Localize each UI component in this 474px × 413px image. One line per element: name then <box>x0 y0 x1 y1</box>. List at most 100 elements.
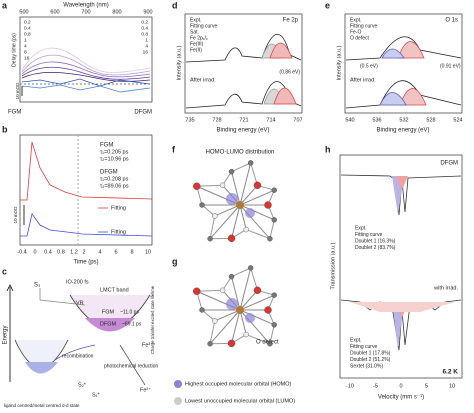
legend-entry: Fe(II) <box>190 47 202 53</box>
axis-title: Intensity (a.u.) <box>176 45 182 80</box>
annotation: 6.2 K <box>442 369 458 376</box>
fit-param: τ₂=89.06 ps <box>100 183 129 189</box>
bond <box>269 219 275 239</box>
atom <box>267 236 273 242</box>
molecules <box>193 160 277 348</box>
atom <box>212 318 218 324</box>
bond <box>239 184 258 206</box>
legend-entry: Fitting curve <box>355 232 382 238</box>
scale-label: 10 mOD <box>15 82 20 100</box>
legend-entry: 16 <box>143 49 149 55</box>
tick-label: 0 <box>399 383 402 389</box>
tick-label: -10 <box>346 383 354 389</box>
tick-label: 0.8 <box>57 249 65 255</box>
axis-title: Transmission (a.u.) <box>330 242 336 289</box>
atom <box>271 322 277 328</box>
tick-label: 735 <box>185 117 194 123</box>
bond <box>239 204 271 240</box>
atom <box>253 181 262 189</box>
legend-entry: 4 <box>24 43 27 49</box>
bond <box>239 309 247 335</box>
tick-label: 900 <box>143 9 152 15</box>
curve <box>21 78 151 87</box>
panel-label: c <box>2 266 7 276</box>
tick-label: 728 <box>212 117 221 123</box>
sample-label: DFGM <box>134 110 152 116</box>
legend-entry: Doublet 1 (17.8%) <box>350 350 391 356</box>
bond <box>231 171 241 206</box>
lumo-swatch <box>174 397 182 405</box>
tick-label: 528 <box>426 117 435 123</box>
panel-d-frame <box>184 13 303 114</box>
bond <box>231 267 251 278</box>
bond <box>246 229 271 240</box>
annotation: ligand centred/metal centred d-d state <box>4 403 80 408</box>
legend-entry: Fitting <box>111 229 126 235</box>
panel-label: d <box>172 0 178 10</box>
tick-label: 600 <box>50 9 59 15</box>
legend-entry: Sat. <box>190 29 199 35</box>
panel-title: HOMO-LUMO distribution <box>206 150 275 156</box>
fit-param: τ₁=0.208 ps <box>100 176 129 182</box>
annotation: VR <box>76 300 84 306</box>
tick-label: 0 <box>33 249 36 255</box>
atom <box>228 273 235 280</box>
legend-entry: Expt. <box>350 337 361 343</box>
atom <box>243 226 249 233</box>
legend-entry: Fitting curve <box>350 344 377 350</box>
panel-c-diagram <box>6 284 151 386</box>
atom <box>199 307 205 313</box>
tick-label: 721 <box>239 117 248 123</box>
fit-peak <box>273 87 297 105</box>
tick-label: 1.2 <box>70 249 78 255</box>
bond <box>231 276 241 311</box>
annotation: DFGM <box>100 321 117 327</box>
iron <box>236 201 244 209</box>
atom <box>219 287 226 293</box>
upper-fill <box>85 318 135 332</box>
panel-title: O 1s <box>445 18 458 24</box>
bond <box>239 189 275 206</box>
annotation: with irrad. <box>433 285 458 291</box>
recombination-arrow <box>54 344 96 361</box>
state: S₃ <box>34 283 41 289</box>
legend-entry: 16 <box>24 55 30 61</box>
bond <box>231 162 251 173</box>
legend-entry: 0.8 <box>141 31 148 37</box>
axis-title: Velocity (mm s⁻¹) <box>378 395 424 401</box>
reduction-arrow <box>119 344 146 386</box>
legend-entry: Fe(III) <box>190 41 204 47</box>
atom <box>271 292 277 298</box>
legend-entry: 0.4 <box>141 25 148 31</box>
bond <box>214 204 241 217</box>
sample-label: FGM <box>8 110 21 116</box>
tick-label: 532 <box>399 117 408 123</box>
atom <box>247 265 254 271</box>
annotation: photochemical reduction <box>104 363 158 369</box>
panel-label: g <box>172 256 178 266</box>
bond <box>239 267 252 311</box>
legend-entry: Expt. <box>350 17 361 23</box>
tick-label: 500 <box>19 9 28 15</box>
fit-blue <box>20 213 153 237</box>
bond <box>239 204 275 221</box>
atom <box>271 217 277 223</box>
axis-title: Binding energy (eV) <box>376 128 429 134</box>
annotation: LMCT band <box>100 287 129 293</box>
spectrum <box>185 81 302 109</box>
tick-label: -0.4 <box>17 249 26 255</box>
tick-label: 800 <box>112 9 121 15</box>
legend-entry: Fe 2p₁/₂ <box>190 35 208 41</box>
bond <box>239 294 275 311</box>
tick-label: 524 <box>453 117 462 123</box>
tick-label: 10 <box>449 383 455 389</box>
bond <box>201 309 216 322</box>
bond <box>239 309 275 326</box>
panel-label: h <box>325 144 331 154</box>
legend-entry: Doublet 2 (83.7%) <box>355 245 396 251</box>
iron <box>236 306 244 314</box>
bond <box>222 276 232 291</box>
excitation <box>39 288 86 306</box>
legend-entry: 0.8 <box>24 31 31 37</box>
tick-label: -5 <box>373 383 378 389</box>
